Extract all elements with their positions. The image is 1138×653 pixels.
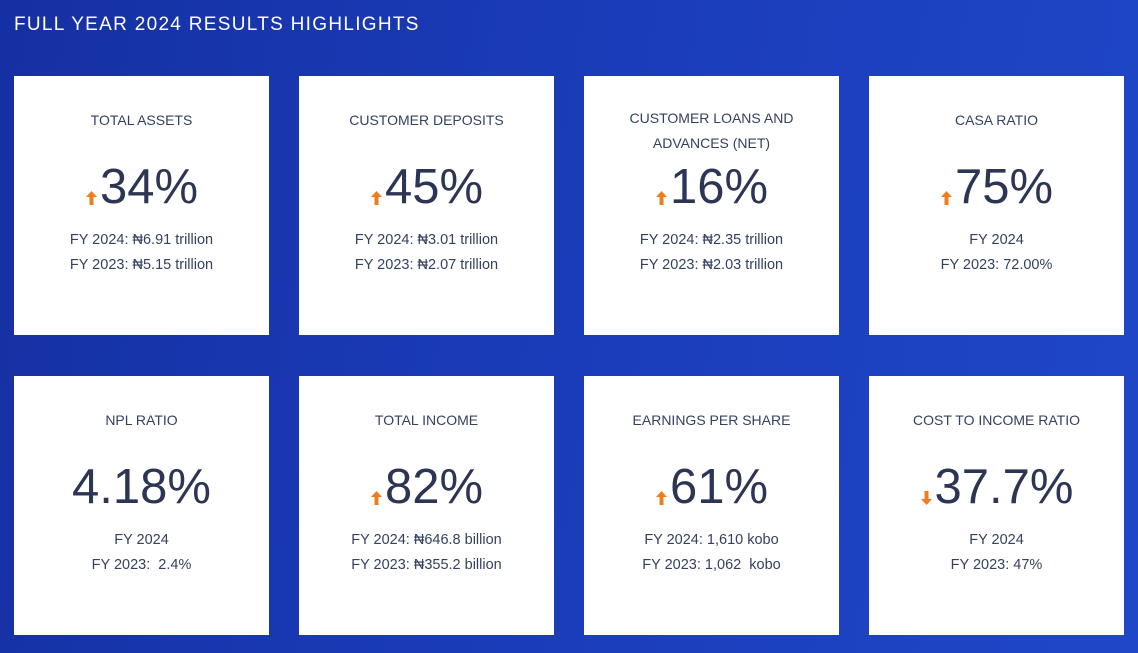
card-customer-loans: CUSTOMER LOANS AND ADVANCES (NET) 16% FY… xyxy=(584,76,839,335)
arrow-up-icon xyxy=(655,191,667,205)
detail-current: FY 2024: ₦646.8 billion xyxy=(351,532,502,548)
card-label: TOTAL ASSETS xyxy=(90,112,193,128)
detail-previous: FY 2023: ₦2.03 trillion xyxy=(639,257,784,273)
metric: 16% xyxy=(584,154,839,216)
arrow-down-icon xyxy=(920,491,932,505)
detail-previous: FY 2023: 1,062 kobo xyxy=(642,557,781,573)
detail-previous: FY 2023: 2.4% xyxy=(91,557,192,573)
card-label: EARNINGS PER SHARE xyxy=(632,412,791,428)
detail-current: FY 2024 xyxy=(969,232,1024,248)
metric: 4.18% xyxy=(14,454,269,516)
card-total-assets: TOTAL ASSETS 34% FY 2024: ₦6.91 trillion… xyxy=(14,76,269,335)
metric-value: 16% xyxy=(669,160,769,214)
metric-value: 45% xyxy=(384,160,484,214)
detail-current: FY 2024 xyxy=(114,532,169,548)
arrow-up-icon xyxy=(370,191,382,205)
card-total-income: TOTAL INCOME 82% FY 2024: ₦646.8 billion… xyxy=(299,376,554,635)
detail-previous: FY 2023: 47% xyxy=(950,557,1043,573)
metric: 37.7% xyxy=(869,454,1124,516)
arrow-up-icon xyxy=(655,491,667,505)
metric: 45% xyxy=(299,154,554,216)
page-title: FULL YEAR 2024 RESULTS HIGHLIGHTS xyxy=(14,14,420,35)
detail-current: FY 2024: ₦6.91 trillion xyxy=(69,232,214,248)
detail-previous: FY 2023: ₦5.15 trillion xyxy=(69,257,214,273)
arrow-up-icon xyxy=(85,191,97,205)
detail-current: FY 2024: 1,610 kobo xyxy=(644,532,779,548)
card-label: TOTAL INCOME xyxy=(374,412,479,428)
metric: 75% xyxy=(869,154,1124,216)
card-customer-deposits: CUSTOMER DEPOSITS 45% FY 2024: ₦3.01 tri… xyxy=(299,76,554,335)
metric-value: 75% xyxy=(954,160,1054,214)
card-cost-to-income: COST TO INCOME RATIO 37.7% FY 2024 FY 20… xyxy=(869,376,1124,635)
metric: 61% xyxy=(584,454,839,516)
metric: 34% xyxy=(14,154,269,216)
card-label: CUSTOMER LOANS AND ADVANCES (NET) xyxy=(629,110,794,151)
metric: 82% xyxy=(299,454,554,516)
card-casa-ratio: CASA RATIO 75% FY 2024 FY 2023: 72.00% xyxy=(869,76,1124,335)
card-label: CASA RATIO xyxy=(955,112,1038,128)
card-npl-ratio: NPL RATIO 4.18% FY 2024 FY 2023: 2.4% xyxy=(14,376,269,635)
detail-current: FY 2024 xyxy=(969,532,1024,548)
card-label: NPL RATIO xyxy=(105,412,178,428)
metric-value: 61% xyxy=(669,460,769,514)
arrow-up-icon xyxy=(370,491,382,505)
metric-value: 34% xyxy=(99,160,199,214)
card-label: COST TO INCOME RATIO xyxy=(913,412,1080,428)
detail-previous: FY 2023: ₦355.2 billion xyxy=(351,557,502,573)
arrow-up-icon xyxy=(940,191,952,205)
detail-current: FY 2024: ₦3.01 trillion xyxy=(354,232,499,248)
metric-value: 82% xyxy=(384,460,484,514)
detail-previous: FY 2023: 72.00% xyxy=(940,257,1053,273)
detail-previous: FY 2023: ₦2.07 trillion xyxy=(354,257,499,273)
detail-current: FY 2024: ₦2.35 trillion xyxy=(639,232,784,248)
card-earnings-per-share: EARNINGS PER SHARE 61% FY 2024: 1,610 ko… xyxy=(584,376,839,635)
card-label: CUSTOMER DEPOSITS xyxy=(349,112,504,128)
metric-value: 4.18% xyxy=(72,460,211,514)
metric-value: 37.7% xyxy=(934,460,1074,514)
